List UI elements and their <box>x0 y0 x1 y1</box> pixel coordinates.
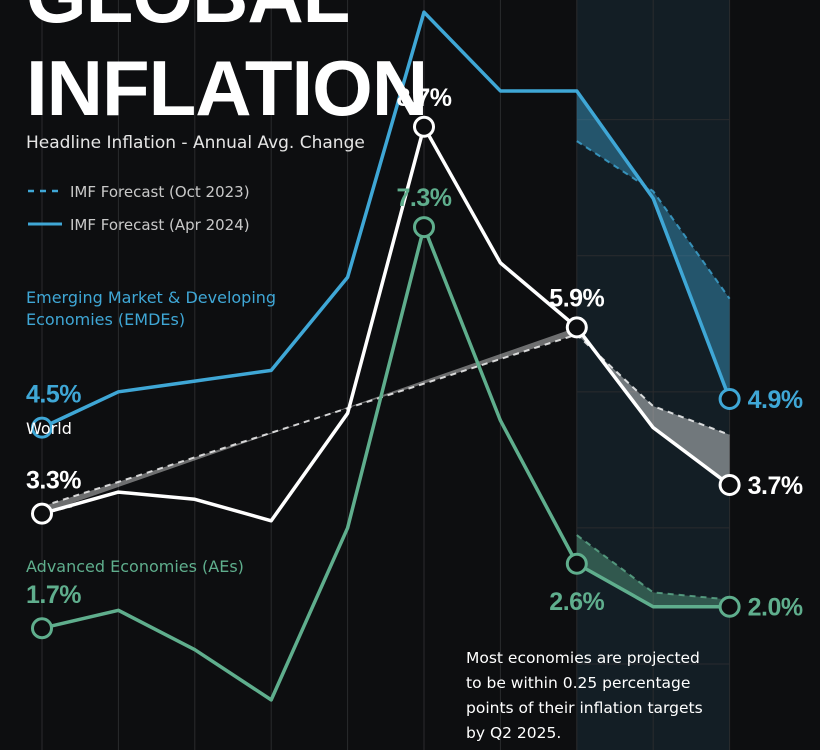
world-point-marker <box>31 502 53 525</box>
world-value-label: 3.3% <box>26 467 81 495</box>
forecast-note: Most economies are projected to be withi… <box>466 649 703 742</box>
note-line-2: to be within 0.25 percentage <box>466 674 690 692</box>
emdes-oct-2023-forecast-line <box>576 140 731 300</box>
aes-value-label: 1.7% <box>26 581 81 609</box>
emdes-value-label: 4.5% <box>26 381 81 409</box>
world-value-label: 3.7% <box>748 472 803 500</box>
legend-oct-2023: IMF Forecast (Oct 2023) <box>70 183 250 201</box>
world-point-marker <box>413 115 435 138</box>
world-apr-2024-line <box>41 125 731 523</box>
world-oct-2023-forecast-line <box>41 333 730 508</box>
chart-title-line-1: GLOBAL <box>26 0 349 39</box>
aes-value-label: 7.3% <box>397 184 452 212</box>
note-line-3: points of their inflation targets <box>466 699 703 717</box>
legend-apr-2024: IMF Forecast (Apr 2024) <box>70 216 250 234</box>
aes-point-marker <box>31 617 53 640</box>
emdes-apr-2024-line <box>41 10 732 430</box>
emdes-value-label: 4.9% <box>748 386 803 414</box>
emdes-point-marker <box>31 416 53 439</box>
note-line-1: Most economies are projected <box>466 649 700 667</box>
world-value-label: 8.7% <box>397 84 452 112</box>
aes-point-marker <box>413 216 435 239</box>
world-point-marker <box>565 316 588 339</box>
world-label: World <box>26 419 72 438</box>
aes-label: Advanced Economies (AEs) <box>26 557 244 576</box>
aes-oct-2023-forecast-line <box>576 534 730 601</box>
world-value-label: 5.9% <box>549 284 604 312</box>
aes-point-marker <box>718 595 741 618</box>
legend: IMF Forecast (Oct 2023) IMF Forecast (Ap… <box>28 183 250 234</box>
emdes-label-line-1: Emerging Market & Developing <box>26 288 276 307</box>
aes-value-label: 2.0% <box>748 594 803 622</box>
aes-value-label: 2.6% <box>549 588 604 616</box>
emdes-label-line-2: Economies (EMDEs) <box>26 310 185 329</box>
emdes-forecast-revision-area <box>576 90 730 399</box>
world-point-marker <box>718 473 741 496</box>
chart-title-line-2: INFLATION <box>26 44 427 132</box>
aes-forecast-revision-area <box>576 535 730 607</box>
chart-subtitle: Headline Inflation - Annual Avg. Change <box>26 133 365 153</box>
note-line-4: by Q2 2025. <box>466 724 561 742</box>
aes-apr-2024-line <box>41 225 730 702</box>
emdes-point-marker <box>718 387 741 410</box>
aes-point-marker <box>565 552 588 575</box>
